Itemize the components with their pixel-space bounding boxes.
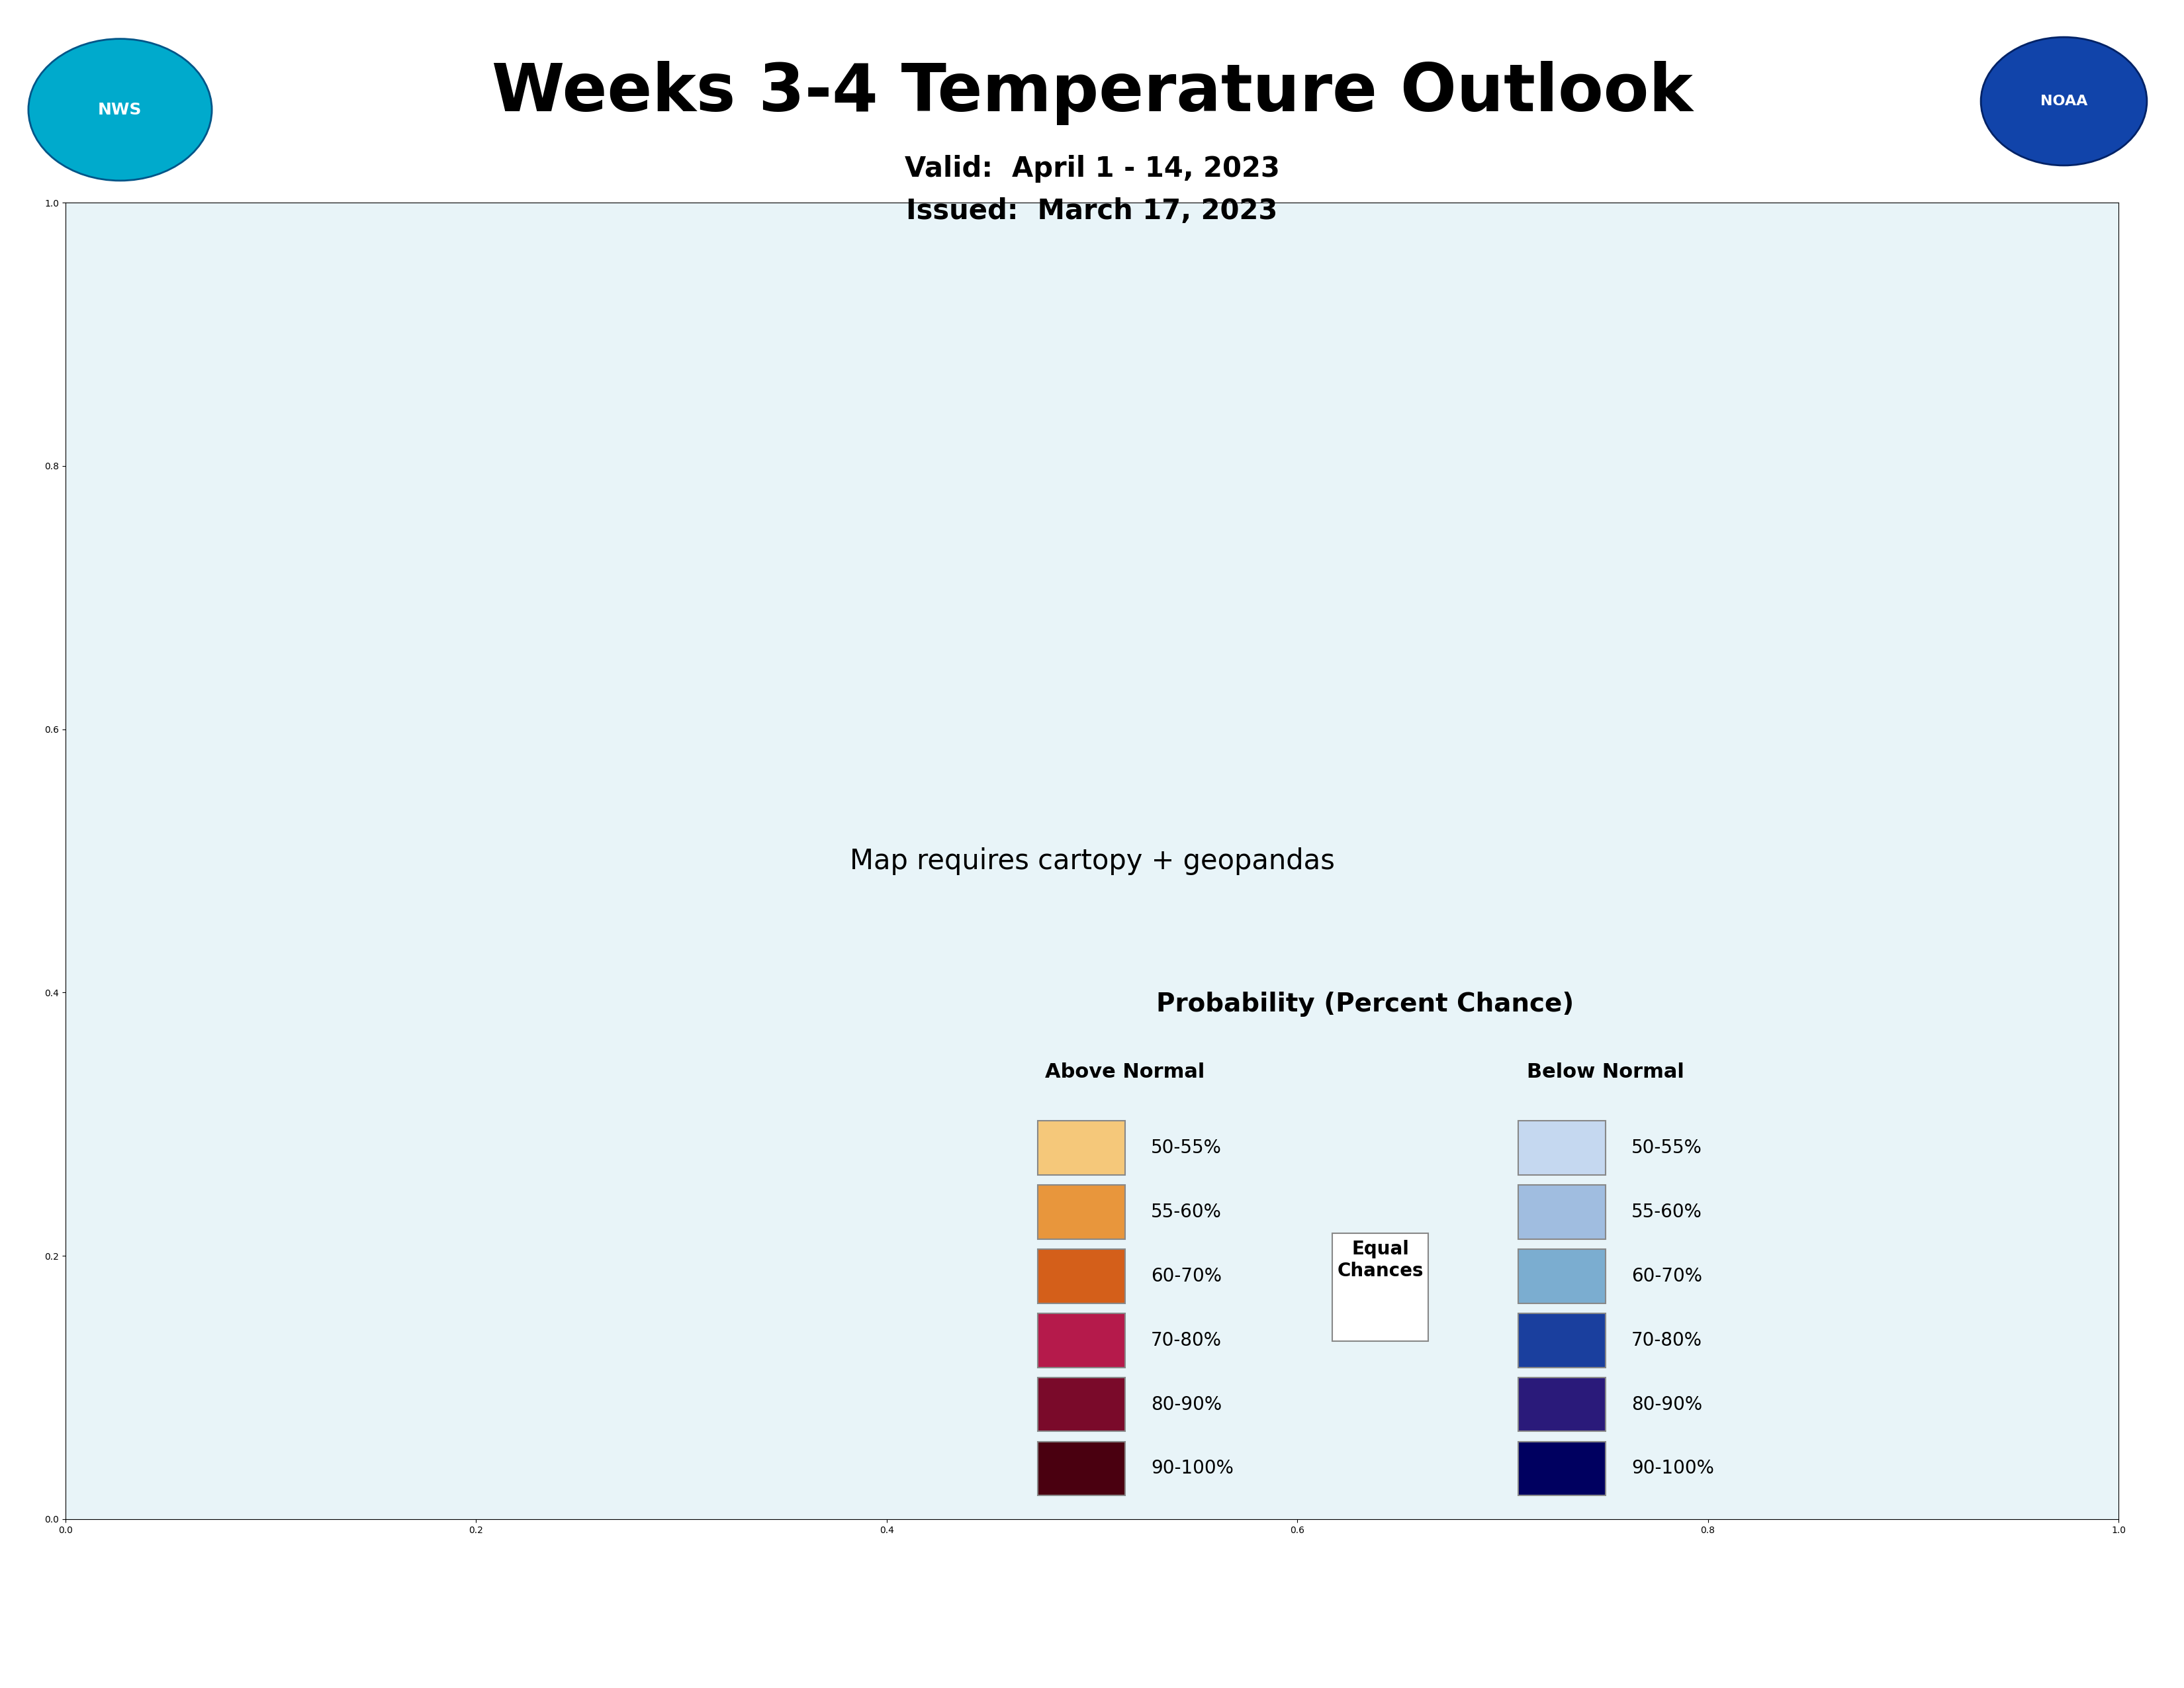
FancyBboxPatch shape — [1518, 1185, 1605, 1239]
Text: Below Normal: Below Normal — [1527, 1062, 1684, 1082]
Text: Map requires cartopy + geopandas: Map requires cartopy + geopandas — [850, 847, 1334, 874]
FancyBboxPatch shape — [1037, 1249, 1125, 1303]
Text: 90-100%: 90-100% — [1631, 1460, 1714, 1477]
Text: 70-80%: 70-80% — [1631, 1332, 1701, 1349]
Text: 55-60%: 55-60% — [1631, 1204, 1701, 1220]
FancyBboxPatch shape — [1518, 1442, 1605, 1496]
FancyBboxPatch shape — [1037, 1185, 1125, 1239]
FancyBboxPatch shape — [1332, 1232, 1428, 1340]
Text: Valid:  April 1 - 14, 2023: Valid: April 1 - 14, 2023 — [904, 155, 1280, 182]
Text: 55-60%: 55-60% — [1151, 1204, 1221, 1220]
Text: Probability (Percent Chance): Probability (Percent Chance) — [1155, 993, 1575, 1016]
FancyBboxPatch shape — [1518, 1313, 1605, 1367]
FancyBboxPatch shape — [1037, 1121, 1125, 1175]
Text: 50-55%: 50-55% — [1631, 1139, 1701, 1156]
Circle shape — [1981, 37, 2147, 165]
Text: Above Normal: Above Normal — [1044, 1062, 1206, 1082]
Text: 90-100%: 90-100% — [1151, 1460, 1234, 1477]
Text: NOAA: NOAA — [2040, 95, 2088, 108]
FancyBboxPatch shape — [1037, 1442, 1125, 1496]
Text: Equal
Chances: Equal Chances — [1337, 1241, 1424, 1280]
Text: 60-70%: 60-70% — [1151, 1268, 1221, 1285]
FancyBboxPatch shape — [1518, 1249, 1605, 1303]
FancyBboxPatch shape — [1518, 1377, 1605, 1431]
Circle shape — [28, 39, 212, 181]
Text: 70-80%: 70-80% — [1151, 1332, 1221, 1349]
Text: 60-70%: 60-70% — [1631, 1268, 1701, 1285]
Text: Issued:  March 17, 2023: Issued: March 17, 2023 — [906, 197, 1278, 225]
Text: 50-55%: 50-55% — [1151, 1139, 1221, 1156]
Text: NWS: NWS — [98, 101, 142, 118]
FancyBboxPatch shape — [1037, 1313, 1125, 1367]
Text: 80-90%: 80-90% — [1631, 1396, 1701, 1413]
Text: 80-90%: 80-90% — [1151, 1396, 1221, 1413]
Text: Weeks 3-4 Temperature Outlook: Weeks 3-4 Temperature Outlook — [491, 61, 1693, 125]
FancyBboxPatch shape — [1518, 1121, 1605, 1175]
FancyBboxPatch shape — [1037, 1377, 1125, 1431]
